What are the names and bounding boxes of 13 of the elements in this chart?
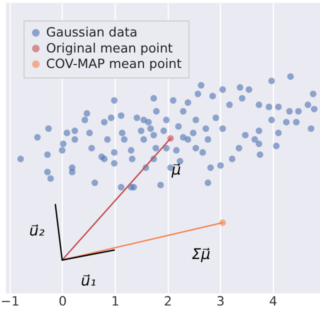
annotation: u⃗₂ [29, 222, 45, 240]
annotation: Σμ⃗ [192, 246, 210, 263]
legend-label: Original mean point [46, 41, 173, 56]
annotation: μ⃗ [170, 162, 182, 179]
x-tick-label: 0 [58, 294, 67, 310]
x-tick-label: 2 [164, 294, 172, 310]
x-tick-label: 3 [216, 294, 225, 310]
x-tick-label: −1 [0, 294, 20, 310]
legend-label: Gaussian data [46, 26, 138, 41]
annotation: u⃗₁ [80, 272, 96, 290]
x-tick-label: 1 [111, 294, 120, 310]
legend-label: COV-MAP mean point [46, 57, 182, 72]
x-tick-label: 4 [269, 294, 278, 310]
